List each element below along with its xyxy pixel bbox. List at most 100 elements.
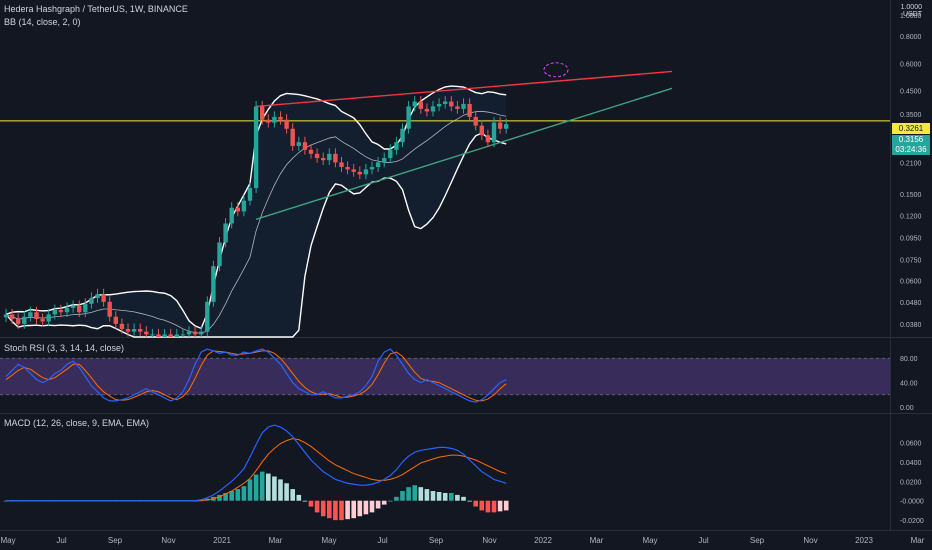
candle-body [125, 329, 131, 332]
candle-body [436, 103, 442, 107]
candle-body [174, 334, 179, 337]
macd-histogram-bar [308, 500, 314, 507]
macd-histogram-bar [302, 500, 308, 502]
candle-body [272, 116, 277, 123]
bb-indicator-label[interactable]: BB (14, close, 2, 0) [4, 17, 81, 27]
horizontal-level-tag: 0.3261 [892, 123, 930, 134]
macd-histogram-bar [363, 500, 369, 515]
candle-body [34, 312, 39, 320]
macd-histogram-bar [357, 500, 363, 517]
candle-body [375, 162, 381, 168]
candle-body [388, 149, 393, 159]
candle-body [485, 135, 491, 143]
candle-body [327, 153, 332, 161]
price-tick-label: 0.0380 [900, 322, 922, 329]
macd-histogram-bar [217, 494, 222, 501]
macd-histogram-bar [284, 483, 289, 501]
macd-label[interactable]: MACD (12, 26, close, 9, EMA, EMA) [4, 418, 150, 428]
time-tick-label: Sep [750, 536, 765, 545]
macd-tick-label: 0.0400 [900, 460, 922, 467]
candle-body [467, 103, 472, 117]
candle-body [504, 124, 509, 129]
macd-histogram-bar [381, 500, 387, 505]
candle-body [406, 106, 411, 129]
candle-body [64, 307, 70, 313]
candle-body [247, 188, 253, 201]
stoch-rsi-label[interactable]: Stoch RSI (3, 3, 14, 14, close) [4, 343, 125, 353]
candle-body [455, 106, 460, 109]
bollinger-fill [6, 86, 507, 337]
candle-body [150, 334, 155, 336]
macd-histogram-bar [259, 471, 265, 501]
macd-histogram-bar [327, 500, 332, 519]
price-tick-label: 0.0600 [900, 279, 922, 286]
candle-body [162, 334, 167, 337]
macd-histogram-bar [485, 500, 491, 513]
candle-body [101, 294, 106, 302]
macd-histogram-bar [497, 500, 503, 512]
macd-histogram-bar [278, 479, 283, 501]
candle-body [382, 158, 387, 163]
candle-body [217, 242, 222, 267]
countdown-value: 03:24:36 [895, 145, 927, 154]
candle-body [302, 142, 308, 150]
macd-histogram-bar [351, 500, 356, 519]
macd-tick-label: 0.0200 [900, 479, 922, 486]
candle-body [235, 207, 240, 212]
candle-body [424, 108, 430, 112]
candle-body [314, 153, 320, 159]
price-tick-label: 0.4500 [900, 88, 922, 95]
candle-body [266, 119, 271, 123]
time-tick-label: May [642, 536, 657, 545]
candle-body [357, 171, 362, 175]
price-tick-label: 0.6000 [900, 61, 922, 68]
price-tick-label: 0.3500 [900, 112, 922, 119]
candle-body [107, 301, 112, 317]
time-tick-label: Jul [698, 536, 708, 545]
candle-body [369, 167, 375, 170]
candle-body [205, 301, 210, 332]
time-tick-label: Nov [161, 536, 175, 545]
candle-body [321, 158, 326, 161]
time-tick-label: 2021 [213, 536, 231, 545]
resistance-trendline [256, 70, 673, 108]
candle-body [223, 223, 228, 243]
macd-histogram-bar [406, 487, 411, 501]
candle-body [186, 331, 192, 335]
candle-body [28, 312, 33, 317]
candle-body [70, 305, 76, 308]
stoch-d-line [5, 350, 507, 402]
macd-histogram-bar [229, 491, 234, 501]
macd-histogram-bar [296, 494, 302, 501]
price-tick-label: 0.0750 [900, 258, 922, 265]
time-tick-label: Jul [377, 536, 387, 545]
currency-label: 1.0000 USDT [901, 4, 922, 18]
macd-histogram-bar [449, 492, 454, 501]
macd-histogram-bar [253, 474, 259, 501]
candle-body [22, 316, 27, 324]
macd-histogram-bar [320, 500, 326, 517]
candle-body [394, 142, 399, 150]
candle-body [211, 266, 216, 302]
macd-histogram-bar [418, 487, 424, 501]
price-tick-label: 1.0000 [900, 13, 922, 20]
macd-histogram-bar [400, 491, 405, 501]
candle-body [40, 319, 45, 322]
macd-histogram-bar [455, 494, 460, 501]
candle-body [497, 122, 503, 129]
stoch-tick-label: 80.00 [900, 356, 918, 363]
candle-body [58, 310, 64, 313]
macd-line [6, 424, 507, 502]
candle-body [412, 101, 417, 107]
support-trendline [255, 87, 673, 220]
macd-histogram-bar [461, 496, 466, 501]
macd-histogram-bar [436, 492, 442, 501]
candle-body [290, 128, 295, 146]
candle-body [9, 314, 15, 320]
candle-body [333, 153, 338, 163]
price-tick-label: 0.8000 [900, 34, 922, 41]
bollinger-lower [5, 132, 507, 338]
macd-histogram-bar [339, 500, 344, 521]
price-tick-label: 0.2100 [900, 160, 922, 167]
